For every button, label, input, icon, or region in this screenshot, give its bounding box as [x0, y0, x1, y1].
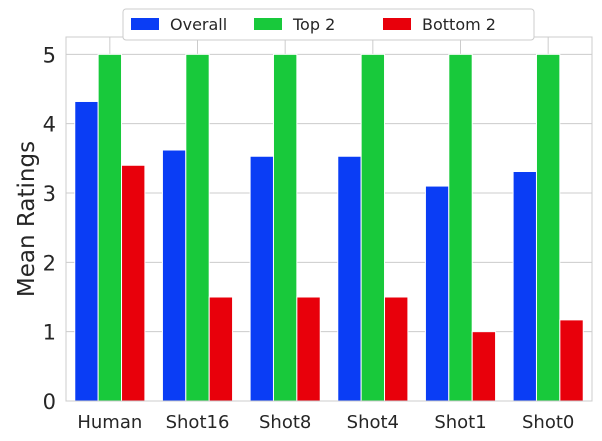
bar-top-2-shot16	[185, 53, 210, 402]
bar-bottom-2-shot0	[559, 319, 584, 402]
legend-label: Overall	[170, 15, 227, 34]
legend-label: Bottom 2	[422, 15, 496, 34]
x-tick-labels: Human Shot16 Shot8 Shot4 Shot1 Shot0	[77, 412, 574, 433]
x-tick-label: Human	[77, 412, 142, 433]
legend: Overall Top 2 Bottom 2	[122, 8, 535, 41]
legend-label: Top 2	[292, 15, 335, 34]
x-tick-label: Shot1	[434, 412, 486, 433]
x-tick-label: Shot8	[259, 412, 311, 433]
y-tick-label: 1	[43, 321, 56, 345]
y-tick-label: 5	[43, 43, 56, 67]
bar-bottom-2-shot8	[296, 296, 321, 402]
bar-overall-human	[74, 100, 99, 402]
bar-top-2-human	[97, 53, 123, 402]
bar-overall-shot4	[337, 155, 362, 402]
bar-overall-shot1	[424, 185, 450, 402]
bar-bottom-2-human	[121, 164, 146, 402]
bar-bottom-2-shot4	[384, 296, 409, 402]
bar-overall-shot8	[249, 155, 274, 402]
y-tick-label: 0	[43, 390, 56, 414]
bar-top-2-shot8	[272, 53, 298, 402]
bar-overall-shot0	[512, 171, 537, 402]
x-tick-label: Shot16	[166, 412, 230, 433]
bar-top-2-shot1	[448, 53, 473, 402]
legend-swatch	[383, 18, 411, 30]
bar-overall-shot16	[161, 149, 187, 402]
plot-background	[66, 37, 592, 401]
bar-top-2-shot0	[535, 53, 561, 402]
bar-series	[74, 53, 584, 402]
y-tick-label: 3	[43, 182, 56, 206]
y-tick-label: 4	[43, 113, 56, 137]
bar-bottom-2-shot16	[208, 296, 234, 402]
bar-top-2-shot4	[360, 53, 386, 402]
y-tick-labels: 0 1 2 3 4 5	[43, 43, 56, 414]
legend-swatch	[254, 18, 282, 30]
y-axis-label: Mean Ratings	[14, 141, 40, 297]
x-tick-label: Shot4	[347, 412, 399, 433]
legend-box	[122, 8, 535, 41]
bar-bottom-2-shot1	[471, 331, 497, 402]
legend-swatch	[131, 18, 159, 30]
y-tick-label: 2	[43, 251, 56, 275]
x-tick-label: Shot0	[522, 412, 574, 433]
